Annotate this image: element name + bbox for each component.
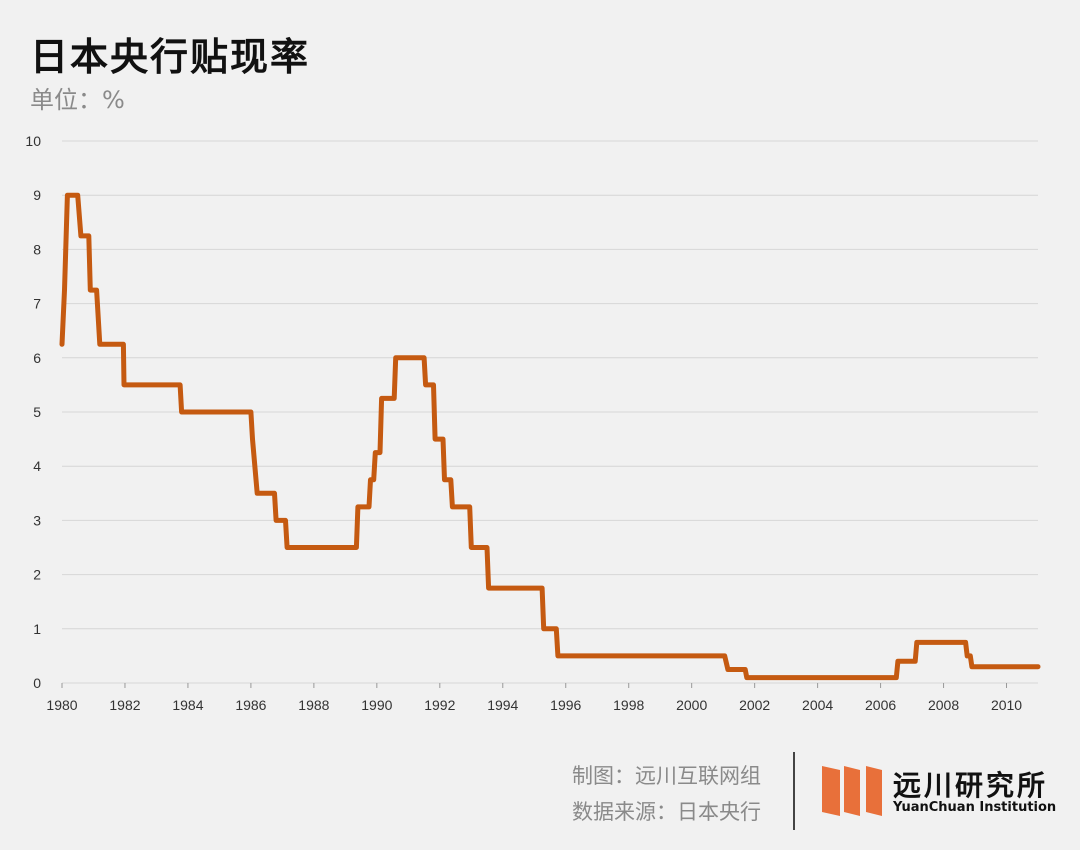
- x-tick-label: 1998: [613, 697, 644, 713]
- y-tick-label: 10: [25, 133, 41, 149]
- x-tick-label: 1992: [424, 697, 455, 713]
- x-tick-label: 2006: [865, 697, 896, 713]
- credit-text: 制图：远川互联网组: [572, 764, 761, 788]
- y-tick-label: 6: [33, 350, 41, 366]
- x-tick-label: 1980: [46, 697, 77, 713]
- chart-title: 日本央行贴现率: [30, 35, 311, 79]
- x-axis-ticks: 1980 1982 1984 1986 1988 1990 1992 1994 1996 1998…: [46, 683, 1022, 713]
- x-tick-label: 1996: [550, 697, 581, 713]
- y-tick-label: 5: [33, 404, 41, 420]
- logo-name-en: YuanChuan Institution: [893, 800, 1057, 815]
- y-tick-label: 4: [33, 458, 41, 474]
- x-tick-label: 1984: [172, 697, 203, 713]
- x-tick-label: 1988: [298, 697, 329, 713]
- x-tick-label: 2002: [739, 697, 770, 713]
- footer-divider: [793, 752, 795, 830]
- logo-name-cn: 远川研究所: [893, 769, 1049, 802]
- source-text: 数据来源：日本央行: [572, 800, 761, 824]
- x-tick-label: 2010: [991, 697, 1022, 713]
- x-tick-label: 2008: [928, 697, 959, 713]
- y-tick-label: 8: [33, 241, 41, 257]
- line-chart: 0 1 2 3 4 5 6 7 8 9 10 1980 1982 1984 1986 1988 1990 199…: [25, 133, 1041, 713]
- x-tick-label: 2004: [802, 697, 833, 713]
- series-layer: [59, 192, 1041, 681]
- y-tick-label: 9: [33, 187, 41, 203]
- y-tick-label: 3: [33, 512, 41, 528]
- x-tick-label: 1990: [361, 697, 392, 713]
- x-tick-label: 1986: [235, 697, 266, 713]
- x-tick-label: 1982: [109, 697, 140, 713]
- y-tick-label: 0: [33, 675, 41, 691]
- x-tick-label: 2000: [676, 697, 707, 713]
- yuanchuan-logo-icon: [822, 766, 882, 816]
- y-axis-ticks: 0 1 2 3 4 5 6 7 8 9 10: [25, 133, 41, 691]
- series-line-0: [59, 192, 1041, 681]
- unit-label: 单位：%: [30, 86, 125, 114]
- y-tick-label: 7: [33, 296, 41, 312]
- y-tick-label: 2: [33, 567, 41, 583]
- y-tick-label: 1: [33, 621, 41, 637]
- x-tick-label: 1994: [487, 697, 518, 713]
